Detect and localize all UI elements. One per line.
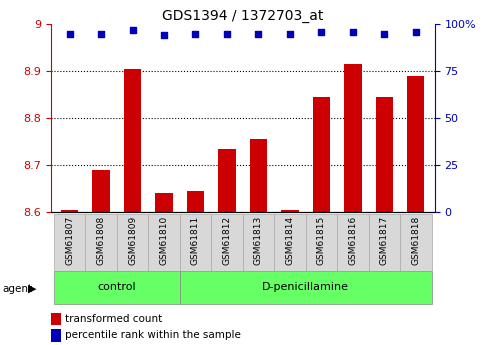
Text: GSM61807: GSM61807 <box>65 216 74 265</box>
Bar <box>243 214 274 271</box>
Text: GSM61818: GSM61818 <box>412 216 420 265</box>
Point <box>192 31 199 36</box>
Bar <box>281 210 298 212</box>
Bar <box>218 149 236 212</box>
Bar <box>400 214 431 271</box>
Bar <box>54 214 85 271</box>
Bar <box>344 64 361 212</box>
Bar <box>187 191 204 212</box>
Bar <box>180 271 431 304</box>
Bar <box>92 170 110 212</box>
Text: GSM61813: GSM61813 <box>254 216 263 265</box>
Text: agent: agent <box>2 284 32 294</box>
Point <box>97 31 105 36</box>
Bar <box>306 214 337 271</box>
Bar <box>250 139 267 212</box>
Point <box>286 31 294 36</box>
Bar <box>148 214 180 271</box>
Point <box>66 31 73 36</box>
Text: D-penicillamine: D-penicillamine <box>262 282 349 292</box>
Text: percentile rank within the sample: percentile rank within the sample <box>65 331 241 340</box>
Text: GSM61815: GSM61815 <box>317 216 326 265</box>
Point <box>317 29 325 34</box>
Text: GSM61816: GSM61816 <box>348 216 357 265</box>
Point <box>412 29 420 34</box>
Point <box>255 31 262 36</box>
Bar <box>54 271 180 304</box>
Text: GSM61809: GSM61809 <box>128 216 137 265</box>
Text: GSM61811: GSM61811 <box>191 216 200 265</box>
Bar <box>51 329 61 342</box>
Text: GSM61810: GSM61810 <box>159 216 169 265</box>
Bar <box>274 214 306 271</box>
Bar <box>124 69 141 212</box>
Title: GDS1394 / 1372703_at: GDS1394 / 1372703_at <box>162 9 324 23</box>
Point <box>223 31 231 36</box>
Text: GSM61808: GSM61808 <box>97 216 106 265</box>
Bar <box>313 97 330 212</box>
Text: ▶: ▶ <box>28 284 36 294</box>
Bar <box>407 76 425 212</box>
Bar <box>51 313 61 325</box>
Text: control: control <box>98 282 136 292</box>
Bar <box>180 214 211 271</box>
Text: transformed count: transformed count <box>65 314 162 324</box>
Bar <box>85 214 117 271</box>
Text: GSM61812: GSM61812 <box>223 216 231 265</box>
Text: GSM61814: GSM61814 <box>285 216 295 265</box>
Point <box>128 27 136 32</box>
Point <box>381 31 388 36</box>
Bar <box>369 214 400 271</box>
Point <box>349 29 357 34</box>
Bar <box>117 214 148 271</box>
Bar <box>211 214 243 271</box>
Bar <box>156 193 173 212</box>
Bar <box>61 210 78 212</box>
Point <box>160 33 168 38</box>
Bar <box>376 97 393 212</box>
Text: GSM61817: GSM61817 <box>380 216 389 265</box>
Bar <box>337 214 369 271</box>
